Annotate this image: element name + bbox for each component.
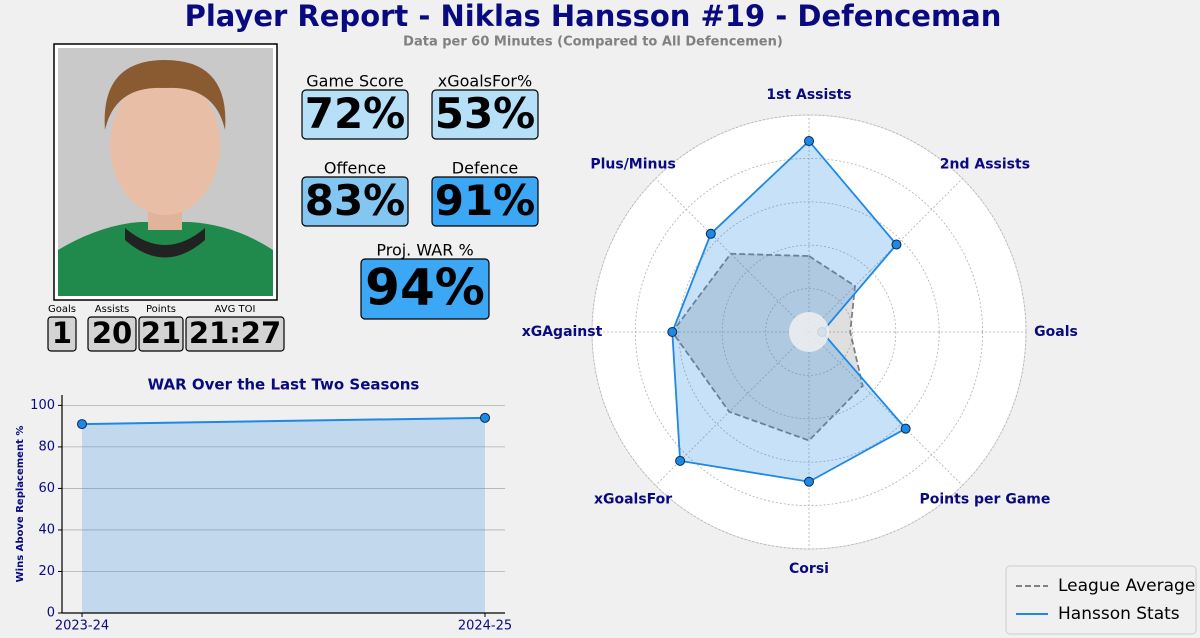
stat-label: Defence bbox=[452, 159, 518, 178]
count-box bbox=[138, 316, 184, 352]
axis-label: Plus/Minus bbox=[590, 156, 675, 172]
y-tick-label: 20 bbox=[38, 564, 55, 579]
stat-label: Game Score bbox=[306, 72, 404, 91]
page-title: Player Report - Niklas Hansson #19 - Def… bbox=[185, 0, 1002, 33]
point bbox=[77, 419, 87, 430]
stat-box bbox=[301, 89, 409, 140]
count-value: 20 bbox=[92, 316, 132, 350]
count-box bbox=[87, 316, 137, 352]
y-tick-label: 0 bbox=[47, 606, 55, 621]
count-label: Goals bbox=[48, 304, 76, 315]
player-photo bbox=[53, 43, 278, 301]
ring-grid bbox=[678, 201, 940, 463]
axis-label: Corsi bbox=[789, 561, 829, 577]
count-box bbox=[47, 316, 77, 352]
count-value: 21 bbox=[141, 316, 181, 350]
stat-box bbox=[360, 258, 490, 320]
collar bbox=[125, 228, 205, 258]
count-value: 1 bbox=[52, 316, 72, 350]
axis-label: 1st Assists bbox=[766, 87, 851, 103]
axis-label: Goals bbox=[1034, 324, 1078, 340]
axis-label: xGAgainst bbox=[522, 324, 603, 340]
axis-label: xGoalsFor bbox=[594, 492, 672, 508]
stat-value: 83% bbox=[305, 176, 406, 225]
hair bbox=[104, 60, 226, 130]
y-tick-label: 80 bbox=[38, 439, 55, 454]
stat-value: 72% bbox=[305, 89, 406, 138]
spoke bbox=[808, 178, 963, 333]
radar-point bbox=[675, 455, 686, 466]
legend-label: Hansson Stats bbox=[1058, 604, 1180, 624]
x-tick-label: 2023-24 bbox=[55, 619, 109, 634]
count-value: 21:27 bbox=[189, 316, 281, 350]
stat-value: 94% bbox=[365, 259, 485, 317]
stat-label: Offence bbox=[324, 159, 386, 178]
ring-grid bbox=[721, 244, 897, 420]
y-tick-label: 60 bbox=[38, 481, 55, 496]
stat-value: 91% bbox=[435, 176, 536, 225]
count-label: AVG TOI bbox=[215, 304, 256, 315]
jersey bbox=[58, 222, 273, 296]
center-hole bbox=[789, 312, 829, 352]
stat-label: xGoalsFor% bbox=[438, 72, 532, 91]
y-tick-label: 100 bbox=[30, 398, 55, 413]
face bbox=[110, 75, 220, 215]
legend-label: League Average bbox=[1058, 576, 1195, 596]
spoke bbox=[655, 178, 810, 333]
chart-title: WAR Over the Last Two Seasons bbox=[148, 376, 420, 394]
stat-box bbox=[301, 176, 409, 227]
stat-box bbox=[431, 89, 539, 140]
radar-point bbox=[804, 476, 814, 487]
axis-label: 2nd Assists bbox=[940, 156, 1030, 172]
radar-point bbox=[900, 423, 911, 434]
count-box bbox=[185, 316, 285, 352]
spoke bbox=[808, 331, 963, 486]
area bbox=[82, 417, 485, 613]
stat-value: 53% bbox=[435, 89, 536, 138]
radar-point bbox=[667, 327, 678, 337]
stat-box bbox=[431, 176, 539, 227]
ring-grid bbox=[765, 288, 853, 376]
count-label: Assists bbox=[95, 304, 129, 315]
radar-point bbox=[705, 228, 716, 239]
x-tick-label: 2024-25 bbox=[458, 619, 512, 634]
y-tick-label: 40 bbox=[38, 522, 55, 537]
legend-box bbox=[1005, 565, 1197, 635]
point bbox=[480, 412, 490, 423]
line bbox=[81, 416, 486, 426]
radar-point bbox=[804, 136, 814, 147]
axis-label: Points per Game bbox=[919, 492, 1050, 508]
y-axis-label: Wins Above Replacement % bbox=[15, 426, 26, 583]
radar-area bbox=[671, 252, 864, 442]
count-label: Points bbox=[146, 304, 176, 315]
stat-label: Proj. WAR % bbox=[376, 241, 473, 260]
page-subtitle: Data per 60 Minutes (Compared to All Def… bbox=[403, 35, 783, 50]
radar-point bbox=[891, 239, 902, 250]
